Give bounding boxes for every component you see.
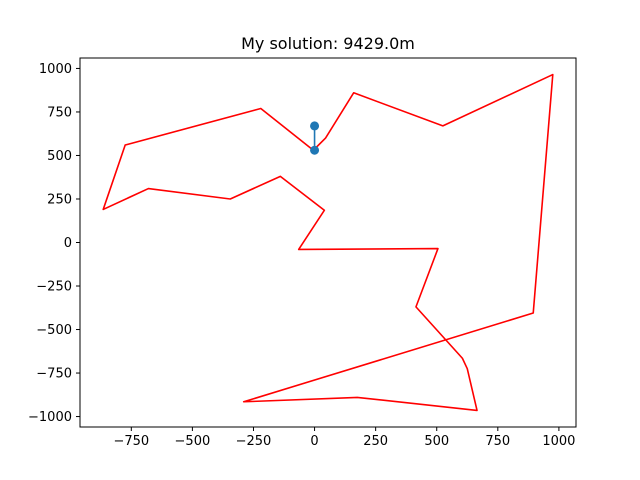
x-tick-label: −250 (236, 434, 272, 449)
plot-frame (79, 57, 577, 428)
x-tick-label: 250 (363, 434, 388, 449)
y-tick-label: 250 (47, 192, 72, 207)
x-tick-label: −500 (175, 434, 211, 449)
series-point-1-0 (310, 121, 320, 131)
y-tick-label: −250 (36, 280, 72, 295)
plot-lines (102, 73, 554, 412)
y-axis: −1000 −750 −500 −250 0 250 500 750 1000 (28, 62, 80, 425)
series-line-0 (102, 73, 554, 412)
x-tick-label: −750 (113, 434, 149, 449)
x-tick-label: 1000 (542, 434, 575, 449)
x-tick-label: 0 (310, 434, 318, 449)
chart-title: My solution: 9429.0m (241, 34, 415, 53)
x-axis: −750 −500 −250 0 250 500 750 1000 (113, 427, 575, 449)
x-tick-label: 750 (485, 434, 510, 449)
series-point-1-1 (310, 145, 320, 155)
y-tick-label: 0 (64, 236, 72, 251)
y-tick-label: 1000 (39, 62, 72, 77)
y-tick-label: −1000 (28, 410, 72, 425)
y-tick-label: 500 (47, 149, 72, 164)
y-tick-label: 750 (47, 105, 72, 120)
y-tick-label: −500 (36, 323, 72, 338)
plot-markers (310, 121, 320, 155)
y-tick-label: −750 (36, 367, 72, 382)
x-tick-label: 500 (424, 434, 449, 449)
